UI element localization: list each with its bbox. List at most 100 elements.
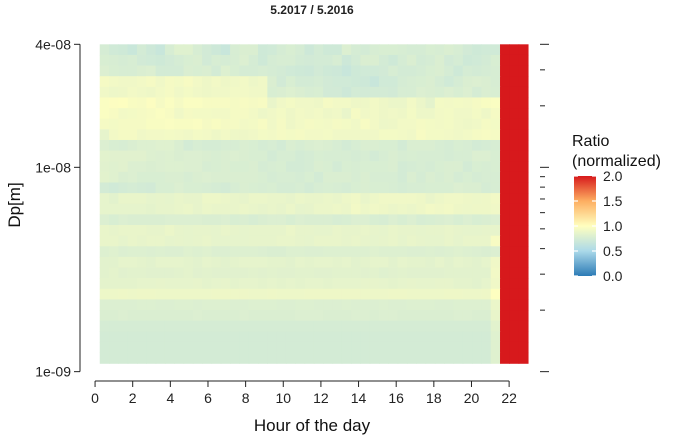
heatmap-cell [295, 44, 306, 56]
heatmap-cell [509, 161, 520, 173]
heatmap-cell [118, 182, 129, 194]
heatmap-cell [127, 246, 138, 258]
heatmap-cell [304, 235, 315, 247]
heatmap-cell [434, 150, 445, 162]
heatmap-cell [109, 108, 119, 120]
heatmap-cell [192, 225, 203, 237]
heatmap-cell [509, 331, 520, 343]
heatmap-cell [202, 171, 213, 184]
heatmap-cell [323, 193, 334, 205]
heatmap-cell [425, 225, 436, 237]
heatmap-cell [518, 76, 529, 88]
heatmap-cell [276, 310, 287, 322]
heatmap-cell [146, 341, 157, 354]
heatmap-cell [444, 320, 455, 332]
heatmap-cell [462, 171, 473, 184]
heatmap-cell [453, 214, 464, 226]
heatmap-cell [202, 267, 213, 279]
heatmap-cell [211, 108, 222, 120]
heatmap-cell [323, 288, 334, 301]
heatmap-cell [164, 65, 175, 77]
y-axis-label: Dp[m] [5, 182, 24, 227]
heatmap-cell [258, 76, 268, 88]
heatmap-cell [239, 235, 250, 247]
heatmap-cell [351, 193, 361, 205]
heatmap-cell [518, 86, 529, 99]
heatmap-cell [267, 118, 278, 130]
heatmap-cell [434, 54, 445, 67]
heatmap-cell [425, 256, 436, 269]
heatmap-cell [174, 299, 185, 311]
heatmap-cell [99, 267, 110, 279]
heatmap-cell [285, 86, 296, 99]
heatmap-cell [490, 267, 501, 279]
heatmap-cell [416, 118, 427, 130]
heatmap-cell [248, 139, 259, 152]
heatmap-cell [174, 203, 185, 215]
heatmap-cell [220, 171, 231, 184]
heatmap-cell [518, 341, 529, 354]
heatmap-cell [332, 256, 343, 269]
heatmap-cell [183, 182, 194, 194]
heatmap-cell [202, 331, 213, 343]
heatmap-cell [481, 54, 492, 67]
heatmap-cell [416, 331, 427, 343]
heatmap-cell [109, 203, 119, 215]
heatmap-cell [248, 161, 259, 173]
heatmap-cell [434, 214, 445, 226]
heatmap-cell [239, 129, 250, 141]
heatmap-cell [118, 331, 129, 343]
heatmap-cell [341, 352, 352, 364]
heatmap-cell [341, 44, 352, 56]
heatmap-cell [276, 203, 287, 215]
heatmap-cell [416, 341, 427, 354]
heatmap-cell [239, 203, 250, 215]
heatmap-cell [220, 246, 231, 258]
heatmap-cell [276, 278, 287, 290]
heatmap-cell [416, 86, 427, 99]
heatmap-cell [388, 214, 399, 226]
heatmap-cell [220, 193, 231, 205]
heatmap-cell [304, 171, 315, 184]
heatmap-cell [351, 54, 361, 67]
heatmap-cell [323, 256, 334, 269]
heatmap-cell [248, 310, 259, 322]
heatmap-cell [211, 171, 222, 184]
heatmap-cell [155, 278, 166, 290]
heatmap-cell [239, 256, 250, 269]
heatmap-cell [127, 331, 138, 343]
heatmap-cell [518, 267, 529, 279]
heatmap-cell [258, 203, 268, 215]
heatmap-cell [313, 118, 324, 130]
heatmap-cell [425, 86, 436, 99]
heatmap-cell [164, 203, 175, 215]
x-tick-label: 0 [91, 390, 99, 406]
heatmap-cell [211, 288, 222, 301]
heatmap-cell [416, 54, 427, 67]
heatmap-cell [518, 235, 529, 247]
heatmap-cell [202, 256, 213, 269]
heatmap-cell [211, 161, 222, 173]
heatmap-cell [220, 118, 231, 130]
heatmap-cell [481, 235, 492, 247]
heatmap-cell [360, 352, 371, 364]
heatmap-cell [500, 331, 510, 343]
heatmap-cell [137, 150, 147, 162]
heatmap-cell [248, 320, 259, 332]
heatmap-cell [453, 129, 464, 141]
heatmap-cell [127, 97, 138, 109]
heatmap-cell [258, 182, 268, 194]
heatmap-cell [99, 214, 110, 226]
heatmap-cell [99, 97, 110, 109]
heatmap-cell [109, 54, 119, 67]
heatmap-cell [444, 310, 455, 322]
heatmap-cell [509, 246, 520, 258]
heatmap-cell [99, 235, 110, 247]
heatmap-cell [155, 76, 166, 88]
heatmap-cell [509, 214, 520, 226]
heatmap-cell [397, 331, 408, 343]
heatmap-cell [137, 139, 147, 152]
heatmap-cell [118, 171, 129, 184]
heatmap-cell [341, 267, 352, 279]
heatmap-cell [323, 54, 334, 67]
